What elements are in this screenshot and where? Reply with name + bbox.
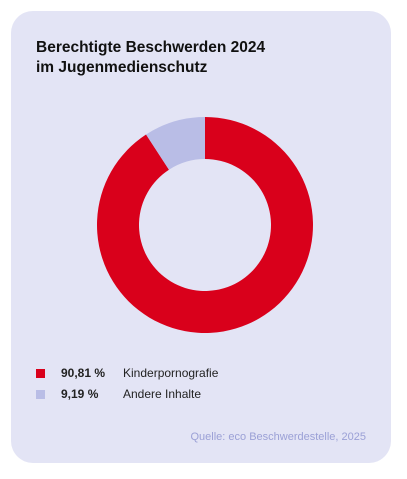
legend-item-kinderpornografie: 90,81 % Kinderpornografie xyxy=(36,366,218,380)
legend-value-andere-inhalte: 9,19 % xyxy=(61,387,99,401)
donut-slice-andere-inhalte xyxy=(146,117,205,170)
legend-swatch-andere-inhalte xyxy=(36,389,45,399)
legend-label-andere-inhalte: Andere Inhalte xyxy=(123,387,202,401)
donut-chart xyxy=(96,117,313,333)
chart-card: Berechtigte Beschwerden 2024 im Jugenmed… xyxy=(11,11,391,463)
chart-title-line-2: im Jugenmedienschutz xyxy=(36,59,208,76)
chart-title: Berechtigte Beschwerden 2024 im Jugenmed… xyxy=(36,38,366,78)
chart-title-line-1: Berechtigte Beschwerden 2024 xyxy=(36,39,266,56)
legend-item-andere-inhalte: 9,19 % Andere Inhalte xyxy=(36,387,201,401)
legend-swatch-kinderpornografie xyxy=(36,368,45,378)
legend-label-kinderpornografie: Kinderpornografie xyxy=(123,366,219,380)
source-note: Quelle: eco Beschwerdestelle, 2025 xyxy=(190,431,367,443)
legend-value-kinderpornografie: 90,81 % xyxy=(61,366,106,380)
donut-slice-kinderpornografie xyxy=(96,117,313,333)
